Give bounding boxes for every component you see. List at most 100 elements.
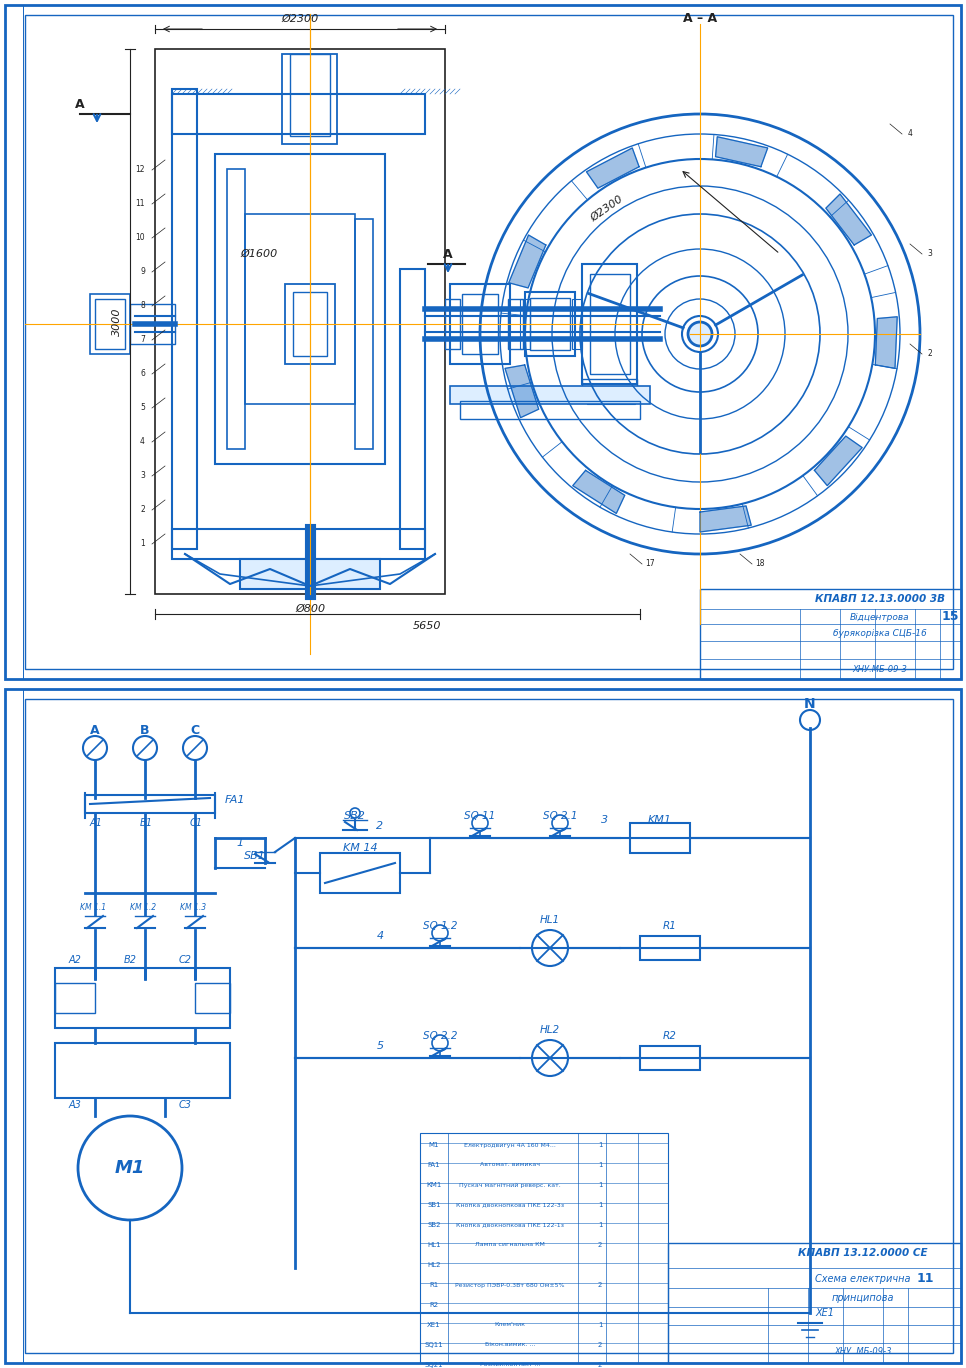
Polygon shape — [875, 317, 897, 368]
Text: FA1: FA1 — [225, 795, 245, 804]
Text: 18: 18 — [755, 560, 765, 569]
Bar — [5, 5, 23, 679]
Bar — [355, 219, 373, 449]
Bar — [155, 49, 445, 594]
Bar — [420, 1133, 668, 1363]
Text: SB1: SB1 — [244, 851, 266, 860]
Text: 2: 2 — [598, 1242, 602, 1248]
Text: Схема електрична: Схема електрична — [815, 1274, 911, 1285]
Text: Бікон.вимик. ...: Бікон.вимик. ... — [485, 1342, 535, 1347]
Text: Пускач магнітний реверс. кат.: Пускач магнітний реверс. кат. — [459, 1182, 561, 1187]
Text: М1: М1 — [429, 1142, 440, 1148]
Text: принципова: принципова — [832, 1293, 895, 1302]
Bar — [590, 274, 630, 373]
Bar — [215, 155, 385, 464]
Text: 3: 3 — [140, 472, 145, 480]
Text: C2: C2 — [179, 955, 191, 964]
Text: Ø1600: Ø1600 — [240, 249, 277, 259]
Text: ХЕ1: ХЕ1 — [427, 1321, 440, 1328]
Text: 2: 2 — [598, 1282, 602, 1289]
Bar — [55, 984, 95, 1012]
Text: 1: 1 — [598, 1321, 602, 1328]
Text: M1: M1 — [115, 1159, 145, 1176]
Bar — [668, 1244, 961, 1363]
Text: ХЕ1: ХЕ1 — [815, 1308, 834, 1317]
Text: 2: 2 — [140, 506, 145, 514]
Text: 7: 7 — [140, 335, 145, 345]
Polygon shape — [573, 471, 625, 513]
Text: В: В — [140, 724, 150, 736]
Text: SQ 2.1: SQ 2.1 — [543, 811, 578, 821]
Bar — [290, 53, 330, 135]
Bar — [55, 969, 230, 1027]
Text: А: А — [90, 724, 99, 736]
Text: 2: 2 — [927, 349, 932, 358]
Text: 3000: 3000 — [112, 308, 122, 337]
Text: Лампа сигнальна КМ: Лампа сигнальна КМ — [475, 1242, 545, 1248]
Bar — [293, 291, 327, 356]
Bar — [172, 94, 425, 134]
Bar — [582, 264, 637, 384]
Text: Автомат. вимикач: Автомат. вимикач — [480, 1163, 540, 1167]
Text: 17: 17 — [645, 560, 655, 569]
Text: Кнопка двокнопкова ПКЕ 122-3з: Кнопка двокнопкова ПКЕ 122-3з — [456, 1202, 564, 1208]
Text: 12: 12 — [135, 166, 145, 175]
Text: HL2: HL2 — [540, 1025, 560, 1036]
Text: 4: 4 — [377, 932, 384, 941]
Text: FA1: FA1 — [428, 1161, 440, 1168]
Text: А: А — [75, 97, 85, 111]
Text: 1: 1 — [598, 1202, 602, 1208]
Text: Розмик.контакт ...: Розмик.контакт ... — [480, 1363, 540, 1368]
Bar — [55, 1042, 230, 1099]
Text: SB1: SB1 — [427, 1202, 440, 1208]
Text: 6: 6 — [140, 369, 145, 379]
Text: 2: 2 — [598, 1363, 602, 1368]
Text: 15: 15 — [941, 610, 958, 624]
Bar — [445, 300, 460, 349]
Text: HL1: HL1 — [540, 915, 560, 925]
Text: 1: 1 — [237, 839, 243, 848]
Bar — [572, 300, 582, 349]
Bar — [95, 300, 125, 349]
Bar — [90, 294, 130, 354]
Text: 1: 1 — [140, 539, 145, 549]
Bar — [640, 936, 700, 960]
Bar — [172, 89, 197, 549]
Circle shape — [688, 321, 712, 346]
Text: Вiдцентрова: Вiдцентрова — [850, 613, 910, 621]
Bar — [630, 824, 690, 854]
Text: Резистор ПЭВР-0.3Вт 680 Ом±5%: Резистор ПЭВР-0.3Вт 680 Ом±5% — [455, 1283, 565, 1287]
Text: A3: A3 — [69, 1100, 81, 1109]
Text: SQ 2.2: SQ 2.2 — [423, 1031, 457, 1041]
Polygon shape — [586, 148, 639, 189]
Bar — [5, 689, 23, 1363]
Text: 2: 2 — [377, 821, 384, 830]
Text: KM1: KM1 — [648, 815, 672, 825]
Bar — [640, 1047, 700, 1070]
Polygon shape — [700, 506, 752, 532]
Text: R2: R2 — [663, 1031, 677, 1041]
Text: C3: C3 — [179, 1100, 191, 1109]
Bar — [282, 53, 337, 144]
Bar — [320, 854, 400, 893]
Bar — [450, 386, 650, 404]
Text: 8: 8 — [140, 301, 145, 311]
Text: B1: B1 — [140, 818, 153, 828]
Text: A2: A2 — [69, 955, 81, 964]
Text: Ø2300: Ø2300 — [281, 14, 319, 25]
Text: 9: 9 — [140, 268, 145, 276]
Text: 5650: 5650 — [412, 621, 441, 631]
Bar — [400, 269, 425, 549]
Polygon shape — [509, 235, 546, 287]
Bar — [450, 285, 510, 364]
Text: бурякорiзка СЦБ-16: бурякорiзка СЦБ-16 — [833, 628, 926, 637]
Bar — [195, 984, 230, 1012]
Text: C1: C1 — [190, 818, 203, 828]
Bar — [582, 379, 637, 394]
Text: 1: 1 — [598, 1222, 602, 1228]
Text: А – А: А – А — [683, 12, 717, 26]
Text: SQ 1.2: SQ 1.2 — [423, 921, 457, 932]
Text: SB2: SB2 — [427, 1222, 440, 1228]
Text: KM 14: KM 14 — [343, 843, 378, 854]
Text: ХНУ.МБ-09-3: ХНУ.МБ-09-3 — [853, 665, 907, 673]
